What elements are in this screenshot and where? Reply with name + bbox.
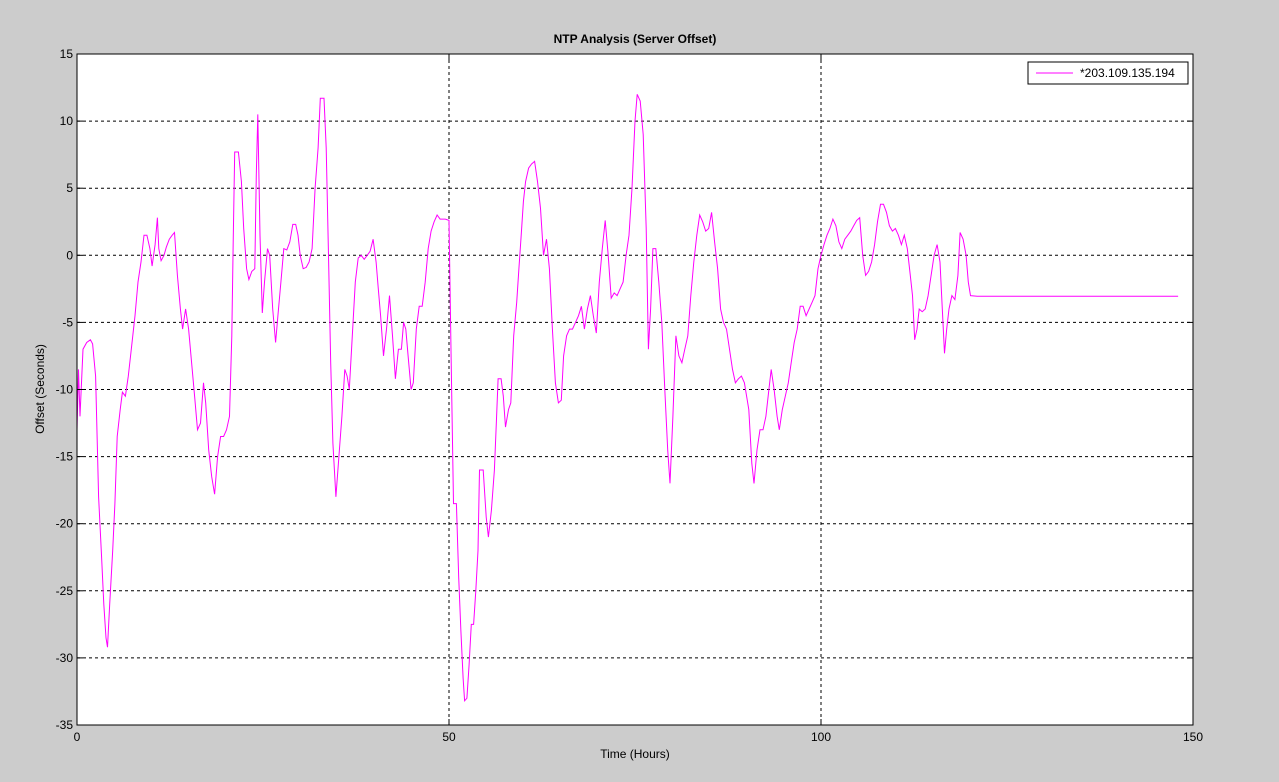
y-tick-label: 5 [66,181,73,195]
y-tick-label: 0 [66,248,73,262]
x-tick-label: 150 [1183,730,1203,744]
y-tick-label: -35 [56,718,74,732]
x-tick-label: 0 [74,730,81,744]
y-tick-label: -20 [56,517,74,531]
legend-box [1027,61,1189,85]
grid-lines [77,54,1193,725]
y-tick-label: -15 [56,450,74,464]
x-axis-label: Time (Hours) [600,747,670,761]
y-tick-label: -25 [56,584,74,598]
x-tick-label: 100 [811,730,831,744]
legend-entry-label: *203.109.135.194 [1080,66,1175,80]
y-tick-label: 10 [60,114,74,128]
x-tick-label: 50 [442,730,456,744]
y-axis-label: Offset (Seconds) [33,344,47,434]
series-line [76,94,1179,703]
chart-title: NTP Analysis (Server Offset) [554,32,717,46]
legend[interactable]: *203.109.135.194 [1027,61,1189,85]
y-tick-label: -5 [62,315,73,329]
y-tick-label: 15 [60,47,74,61]
y-tick-label: -30 [56,651,74,665]
y-tick-label: -10 [56,383,74,397]
series-lines [76,94,1179,703]
